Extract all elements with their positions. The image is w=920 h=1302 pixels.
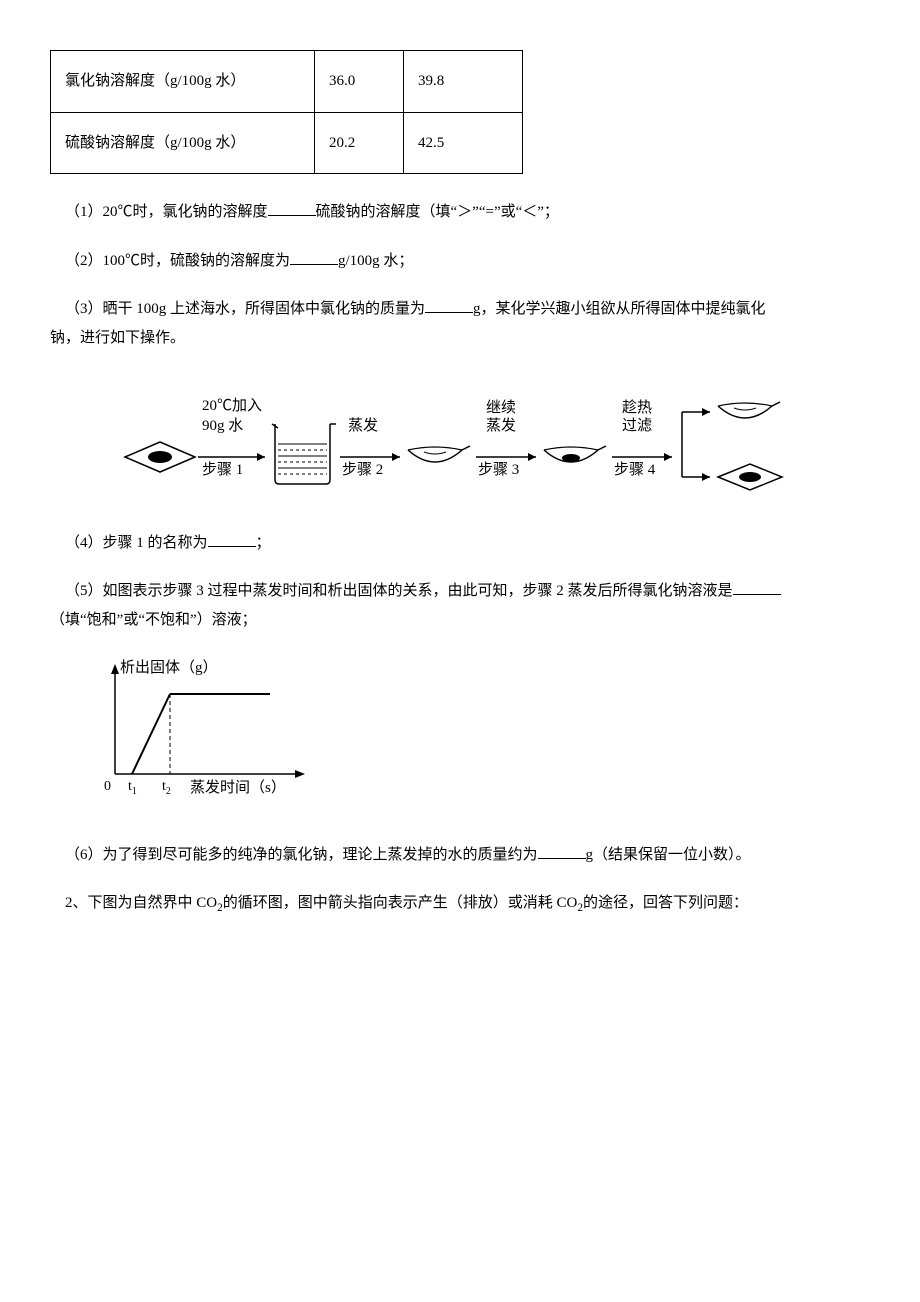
evaporating-dish-with-solid-icon bbox=[544, 446, 606, 462]
p2-a: 2、下图为自然界中 CO bbox=[65, 895, 217, 911]
solid-diamond-icon bbox=[718, 464, 782, 490]
cell-20c: 20.2 bbox=[315, 112, 404, 174]
q3-line2: 钠，进行如下操作。 bbox=[50, 330, 185, 346]
q3-mid: g，某化学兴趣小组欲从所得固体中提纯氯化 bbox=[473, 301, 766, 317]
svg-text:蒸发: 蒸发 bbox=[348, 417, 378, 434]
question-5: （5）如图表示步骤 3 过程中蒸发时间和析出固体的关系，由此可知，步骤 2 蒸发… bbox=[50, 577, 870, 634]
solubility-table: 氯化钠溶解度（g/100g 水） 36.0 39.8 硫酸钠溶解度（g/100g… bbox=[50, 50, 523, 174]
table-row: 氯化钠溶解度（g/100g 水） 36.0 39.8 bbox=[51, 51, 523, 113]
q4-post: ； bbox=[256, 535, 271, 551]
svg-text:步骤 1: 步骤 1 bbox=[202, 461, 243, 478]
q3-pre: （3）晒干 100g 上述海水，所得固体中氯化钠的质量为 bbox=[65, 301, 425, 317]
q1-post: 硫酸钠的溶解度（填“＞”“=”或“＜”； bbox=[316, 204, 559, 220]
svg-text:蒸发时间（s）: 蒸发时间（s） bbox=[190, 779, 286, 796]
solid-diamond-icon bbox=[125, 442, 195, 472]
blank bbox=[538, 843, 586, 859]
svg-text:步骤 4: 步骤 4 bbox=[614, 461, 656, 478]
row-label: 硫酸钠溶解度（g/100g 水） bbox=[51, 112, 315, 174]
svg-text:趁热: 趁热 bbox=[622, 399, 652, 416]
q6-pre: （6）为了得到尽可能多的纯净的氯化钠，理论上蒸发掉的水的质量约为 bbox=[65, 847, 538, 863]
question-1: （1）20℃时，氯化钠的溶解度 硫酸钠的溶解度（填“＞”“=”或“＜”； bbox=[50, 198, 870, 227]
evaporating-dish-icon bbox=[408, 446, 470, 462]
arrow-step4: 趁热 过滤 步骤 4 bbox=[612, 399, 672, 478]
p2-c: 的途径，回答下列问题： bbox=[583, 895, 748, 911]
precipitation-chart: 析出固体（g） 0 t1 t2 蒸发时间（s） bbox=[90, 654, 870, 815]
q5-line2: （填“饱和”或“不饱和”）溶液； bbox=[50, 612, 257, 628]
blank bbox=[268, 200, 316, 216]
svg-text:t1: t1 bbox=[128, 779, 137, 797]
blank bbox=[290, 249, 338, 265]
beaker-icon bbox=[272, 424, 336, 484]
question-4: （4）步骤 1 的名称为 ； bbox=[50, 529, 870, 558]
q4-pre: （4）步骤 1 的名称为 bbox=[65, 535, 208, 551]
q2-post: g/100g 水； bbox=[338, 253, 413, 269]
cell-100c: 39.8 bbox=[404, 51, 523, 113]
evaporating-dish-icon bbox=[718, 402, 780, 418]
arrow-step1: 20℃加入 90g 水 步骤 1 bbox=[198, 397, 265, 478]
q5-pre: （5）如图表示步骤 3 过程中蒸发时间和析出固体的关系，由此可知，步骤 2 蒸发… bbox=[65, 583, 733, 599]
flow-diagram: 20℃加入 90g 水 步骤 1 蒸发 步骤 2 继续 蒸发 步骤 3 bbox=[90, 372, 870, 503]
q1-pre: （1）20℃时，氯化钠的溶解度 bbox=[65, 204, 268, 220]
blank bbox=[425, 297, 473, 313]
svg-text:90g 水: 90g 水 bbox=[202, 417, 243, 434]
arrow-step3: 继续 蒸发 步骤 3 bbox=[476, 399, 536, 478]
problem-2: 2、下图为自然界中 CO2的循环图，图中箭头指向表示产生（排放）或消耗 CO2的… bbox=[50, 889, 870, 919]
q6-post: g（结果保留一位小数）。 bbox=[586, 847, 751, 863]
svg-text:0: 0 bbox=[104, 779, 111, 794]
arrow-step2: 蒸发 步骤 2 bbox=[340, 417, 400, 478]
table-row: 硫酸钠溶解度（g/100g 水） 20.2 42.5 bbox=[51, 112, 523, 174]
blank bbox=[733, 579, 781, 595]
question-3: （3）晒干 100g 上述海水，所得固体中氯化钠的质量为 g，某化学兴趣小组欲从所… bbox=[50, 295, 870, 352]
svg-text:t2: t2 bbox=[162, 779, 171, 797]
svg-text:过滤: 过滤 bbox=[622, 417, 652, 434]
p2-b: 的循环图，图中箭头指向表示产生（排放）或消耗 CO bbox=[223, 895, 578, 911]
question-6: （6）为了得到尽可能多的纯净的氯化钠，理论上蒸发掉的水的质量约为 g（结果保留一位… bbox=[50, 841, 870, 870]
svg-text:析出固体（g）: 析出固体（g） bbox=[120, 659, 218, 676]
svg-text:20℃加入: 20℃加入 bbox=[202, 397, 262, 414]
blank bbox=[208, 531, 256, 547]
svg-text:蒸发: 蒸发 bbox=[486, 417, 516, 434]
question-2: （2）100℃时，硫酸钠的溶解度为 g/100g 水； bbox=[50, 247, 870, 276]
branch-down bbox=[682, 457, 710, 481]
row-label: 氯化钠溶解度（g/100g 水） bbox=[51, 51, 315, 113]
svg-text:步骤 2: 步骤 2 bbox=[342, 461, 383, 478]
branch-up bbox=[682, 408, 710, 457]
q2-pre: （2）100℃时，硫酸钠的溶解度为 bbox=[65, 253, 290, 269]
svg-text:步骤 3: 步骤 3 bbox=[478, 461, 519, 478]
cell-100c: 42.5 bbox=[404, 112, 523, 174]
cell-20c: 36.0 bbox=[315, 51, 404, 113]
svg-text:继续: 继续 bbox=[486, 399, 516, 416]
